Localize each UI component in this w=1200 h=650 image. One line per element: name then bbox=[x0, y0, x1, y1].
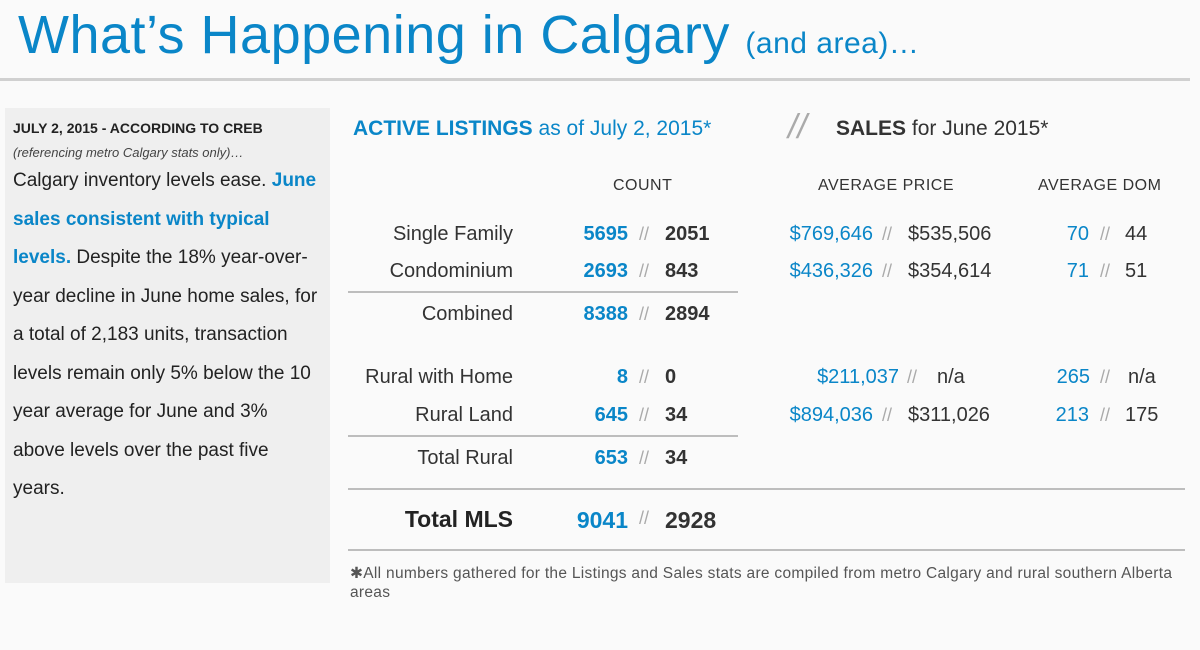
count-listings: 9041 bbox=[576, 507, 628, 533]
summary-body: Calgary inventory levels ease. June sale… bbox=[13, 162, 322, 509]
row-label: Rural with Home bbox=[365, 366, 513, 388]
dom-sales: 51 bbox=[1125, 260, 1148, 282]
count-listings: 645 bbox=[594, 404, 628, 426]
active-listings-heading: ACTIVE LISTINGS as of July 2, 2015* bbox=[353, 117, 711, 141]
price-sales: $535,506 bbox=[908, 223, 992, 245]
divider bbox=[348, 435, 738, 437]
count-sales: 2051 bbox=[665, 223, 710, 245]
separator: // bbox=[639, 508, 650, 528]
row-label: Total Rural bbox=[417, 447, 513, 469]
heading-bold: ACTIVE LISTINGS bbox=[353, 117, 533, 140]
heading-rest: as of July 2, 2015* bbox=[538, 117, 712, 140]
count-sales: 34 bbox=[665, 447, 688, 469]
count-sales: 843 bbox=[665, 260, 699, 282]
summary-highlight: June sales consistent with typical level… bbox=[13, 170, 317, 268]
divider bbox=[348, 488, 1185, 490]
count-sales: 2894 bbox=[665, 303, 710, 325]
heading-divider: // bbox=[788, 108, 807, 146]
row-label: Condominium bbox=[389, 260, 513, 282]
count-listings: 653 bbox=[594, 447, 628, 469]
price-listings: $211,037 bbox=[817, 366, 899, 388]
separator: // bbox=[1100, 224, 1111, 244]
dom-sales: 44 bbox=[1125, 223, 1148, 245]
count-sales: 34 bbox=[665, 404, 688, 426]
sales-heading: SALES for June 2015* bbox=[836, 117, 1048, 141]
count-listings: 8 bbox=[616, 366, 628, 388]
dom-listings: 71 bbox=[1066, 260, 1089, 282]
separator: // bbox=[639, 261, 650, 281]
heading-rest: for June 2015* bbox=[911, 117, 1049, 140]
column-header-price: AVERAGE PRICE bbox=[818, 177, 955, 194]
price-listings: $894,036 bbox=[789, 404, 873, 426]
summary-panel: JULY 2, 2015 - ACCORDING TO CREB (refere… bbox=[5, 108, 330, 583]
row-label: Single Family bbox=[392, 223, 513, 245]
heading-bold: SALES bbox=[836, 117, 907, 140]
title-divider bbox=[0, 78, 1190, 81]
separator: // bbox=[907, 367, 918, 387]
column-header-dom: AVERAGE DOM bbox=[1038, 177, 1162, 194]
count-listings: 2693 bbox=[583, 260, 629, 282]
separator: // bbox=[1100, 405, 1111, 425]
separator: // bbox=[882, 261, 893, 281]
count-sales: 0 bbox=[665, 366, 677, 388]
count-sales: 2928 bbox=[665, 507, 717, 533]
dom-listings: 213 bbox=[1055, 404, 1089, 426]
dom-listings: 70 bbox=[1066, 223, 1089, 245]
summary-kicker: JULY 2, 2015 - ACCORDING TO CREB bbox=[13, 120, 263, 136]
price-listings: $769,646 bbox=[789, 223, 873, 245]
separator: // bbox=[639, 367, 650, 387]
summary-lead: Calgary inventory levels ease. bbox=[13, 170, 267, 191]
row-label: Combined bbox=[421, 303, 513, 325]
separator: // bbox=[882, 405, 893, 425]
title-suffix: (and area)… bbox=[745, 27, 920, 60]
price-sales: n/a bbox=[937, 366, 965, 388]
page-title: What’s Happening in Calgary (and area)… bbox=[18, 4, 919, 66]
dom-listings: 265 bbox=[1056, 366, 1090, 388]
separator: // bbox=[1100, 261, 1111, 281]
separator: // bbox=[1100, 367, 1111, 387]
row-label: Total MLS bbox=[404, 506, 513, 532]
row-label: Rural Land bbox=[415, 404, 513, 426]
count-listings: 5695 bbox=[583, 223, 629, 245]
divider bbox=[348, 291, 738, 293]
separator: // bbox=[882, 224, 893, 244]
count-listings: 8388 bbox=[583, 303, 629, 325]
separator: // bbox=[639, 224, 650, 244]
separator: // bbox=[639, 304, 650, 324]
separator: // bbox=[639, 448, 650, 468]
title-main: What’s Happening in Calgary bbox=[18, 5, 730, 65]
dom-sales: 175 bbox=[1125, 404, 1159, 426]
separator: // bbox=[639, 405, 650, 425]
summary-text: Despite the 18% year-over-year decline i… bbox=[13, 247, 318, 499]
divider bbox=[348, 549, 1185, 551]
dom-sales: n/a bbox=[1128, 366, 1156, 388]
footnote: ✱All numbers gathered for the Listings a… bbox=[350, 565, 1173, 601]
summary-subtitle: (referencing metro Calgary stats only)… bbox=[13, 145, 244, 160]
price-sales: $354,614 bbox=[908, 260, 992, 282]
price-sales: $311,026 bbox=[908, 404, 990, 426]
price-listings: $436,326 bbox=[789, 260, 873, 282]
column-header-count: COUNT bbox=[613, 177, 673, 194]
